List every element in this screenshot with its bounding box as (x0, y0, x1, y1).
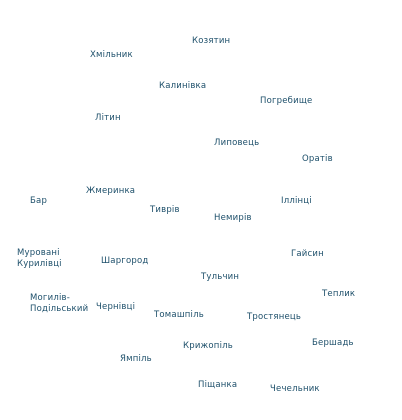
town-label: Іллінці (281, 196, 312, 206)
town-label: Немирів (214, 213, 252, 223)
town-label: Муровані Курилівці (17, 248, 62, 269)
town-label: Гайсин (291, 249, 324, 259)
town-label: Могилів-Подільський (30, 293, 89, 314)
town-label: Теплик (322, 289, 356, 299)
town-label: Жмеринка (86, 186, 136, 196)
town-label: Шаргород (101, 256, 149, 266)
town-label: Бар (30, 196, 48, 206)
town-label: Хмільник (90, 50, 133, 60)
town-label: Калинівка (159, 81, 207, 91)
town-label: Чечельник (270, 384, 320, 394)
town-label: Козятин (192, 36, 231, 46)
town-label: Крижопіль (183, 341, 233, 351)
town-label: Піщанка (198, 380, 238, 390)
town-label: Тростянець (247, 312, 302, 322)
town-label: Літин (95, 113, 121, 123)
town-label: Ямпіль (120, 354, 152, 364)
town-label: Тульчин (201, 272, 240, 282)
town-label: Тиврів (150, 205, 180, 215)
town-label: Томашпіль (154, 310, 204, 320)
town-label: Погребище (260, 96, 313, 106)
town-label: Липовець (214, 138, 260, 148)
town-label: Оратів (302, 154, 333, 164)
town-label: Чернівці (96, 302, 136, 312)
town-label: Бершадь (312, 338, 354, 348)
